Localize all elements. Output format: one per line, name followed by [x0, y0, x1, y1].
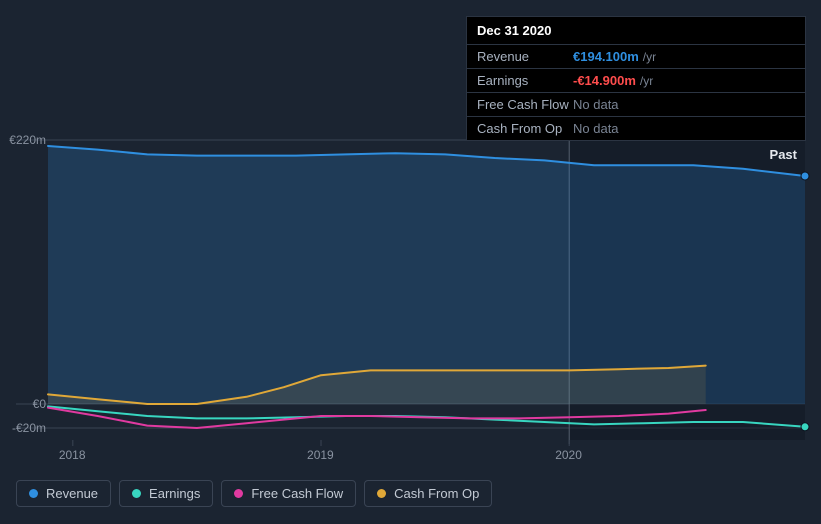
- legend-item-cfo[interactable]: Cash From Op: [364, 480, 492, 507]
- x-tick-label: 2019: [307, 448, 334, 462]
- y-tick-label: €220m: [2, 133, 46, 147]
- tooltip-date: Dec 31 2020: [467, 17, 805, 45]
- tooltip-row: Free Cash FlowNo data: [467, 93, 805, 117]
- financials-chart: €220m €0 -€20m 2018 2019 2020 Past Dec 31 20…: [0, 0, 821, 524]
- tooltip-row-label: Free Cash Flow: [477, 97, 573, 112]
- legend-item-label: Cash From Op: [394, 486, 479, 501]
- x-tick-label: 2018: [59, 448, 86, 462]
- tooltip-row-label: Earnings: [477, 73, 573, 88]
- tooltip-row: Earnings-€14.900m/yr: [467, 69, 805, 93]
- tooltip-row-nodata: No data: [573, 121, 619, 136]
- tooltip-row-unit: /yr: [640, 74, 653, 88]
- tooltip-row-label: Revenue: [477, 49, 573, 64]
- legend-item-label: Free Cash Flow: [251, 486, 343, 501]
- legend-item-label: Revenue: [46, 486, 98, 501]
- past-label: Past: [770, 147, 797, 162]
- legend-dot-icon: [234, 489, 243, 498]
- legend-item-fcf[interactable]: Free Cash Flow: [221, 480, 356, 507]
- tooltip-row: Cash From OpNo data: [467, 117, 805, 140]
- y-tick-label: €0: [2, 397, 46, 411]
- legend: Revenue Earnings Free Cash Flow Cash From O…: [16, 480, 492, 507]
- tooltip-row-label: Cash From Op: [477, 121, 573, 136]
- x-tick-label: 2020: [555, 448, 582, 462]
- tooltip-row-value: €194.100m: [573, 49, 639, 64]
- tooltip-row-unit: /yr: [643, 50, 656, 64]
- legend-item-label: Earnings: [149, 486, 200, 501]
- legend-item-earnings[interactable]: Earnings: [119, 480, 213, 507]
- legend-dot-icon: [29, 489, 38, 498]
- tooltip-row-nodata: No data: [573, 97, 619, 112]
- legend-item-revenue[interactable]: Revenue: [16, 480, 111, 507]
- legend-dot-icon: [377, 489, 386, 498]
- legend-dot-icon: [132, 489, 141, 498]
- tooltip-row: Revenue€194.100m/yr: [467, 45, 805, 69]
- hover-tooltip: Dec 31 2020 Revenue€194.100m/yrEarnings-…: [466, 16, 806, 141]
- y-tick-label: -€20m: [2, 421, 46, 435]
- tooltip-row-value: -€14.900m: [573, 73, 636, 88]
